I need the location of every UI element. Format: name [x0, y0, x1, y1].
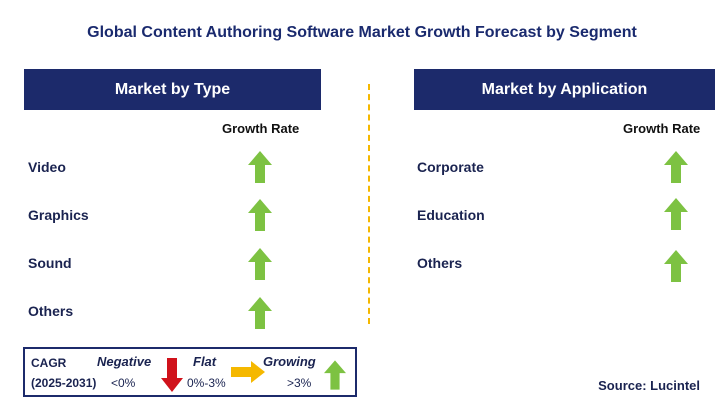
- right-arrow-icon: [231, 361, 265, 383]
- application-row-label-education: Education: [417, 207, 485, 223]
- type-others-up-arrow-icon: [248, 297, 272, 329]
- legend-growing-range: >3%: [287, 376, 312, 390]
- panel-divider: [368, 84, 370, 324]
- type-sound-up-arrow-icon: [248, 248, 272, 280]
- type-row-label-video: Video: [28, 159, 66, 175]
- legend-negative-range: <0%: [111, 376, 136, 390]
- legend-period: (2025-2031): [31, 376, 97, 390]
- application-others-up-arrow-icon: [664, 250, 688, 282]
- down-arrow-icon: [161, 358, 183, 392]
- type-video-up-arrow-icon: [248, 151, 272, 183]
- type-growth-rate-label: Growth Rate: [222, 121, 300, 136]
- type-row-label-others: Others: [28, 303, 74, 319]
- type-row-label-graphics: Graphics: [28, 207, 89, 223]
- type-graphics-up-arrow-icon: [248, 199, 272, 231]
- legend-flat-range: 0%-3%: [187, 376, 226, 390]
- source-note: Source: Lucintel: [598, 378, 700, 393]
- application-row-label-others: Others: [417, 255, 463, 271]
- legend-up-arrow-icon: [324, 360, 346, 390]
- application-row-label-corporate: Corporate: [417, 159, 484, 175]
- application-panel-header: Market by Application: [414, 69, 715, 110]
- application-education-up-arrow-icon: [664, 198, 688, 230]
- application-growth-rate-label: Growth Rate: [623, 121, 701, 136]
- type-row-label-sound: Sound: [28, 255, 72, 271]
- cagr-legend: CAGR (2025-2031) Negative <0% Flat 0%-3%…: [23, 347, 357, 397]
- legend-growing-label: Growing: [263, 354, 316, 369]
- chart-title: Global Content Authoring Software Market…: [87, 24, 637, 41]
- legend-negative-label: Negative: [97, 354, 152, 369]
- application-corporate-up-arrow-icon: [664, 151, 688, 183]
- legend-cagr-label: CAGR: [31, 356, 67, 370]
- type-panel-header: Market by Type: [24, 69, 321, 110]
- legend-flat-label: Flat: [193, 354, 217, 369]
